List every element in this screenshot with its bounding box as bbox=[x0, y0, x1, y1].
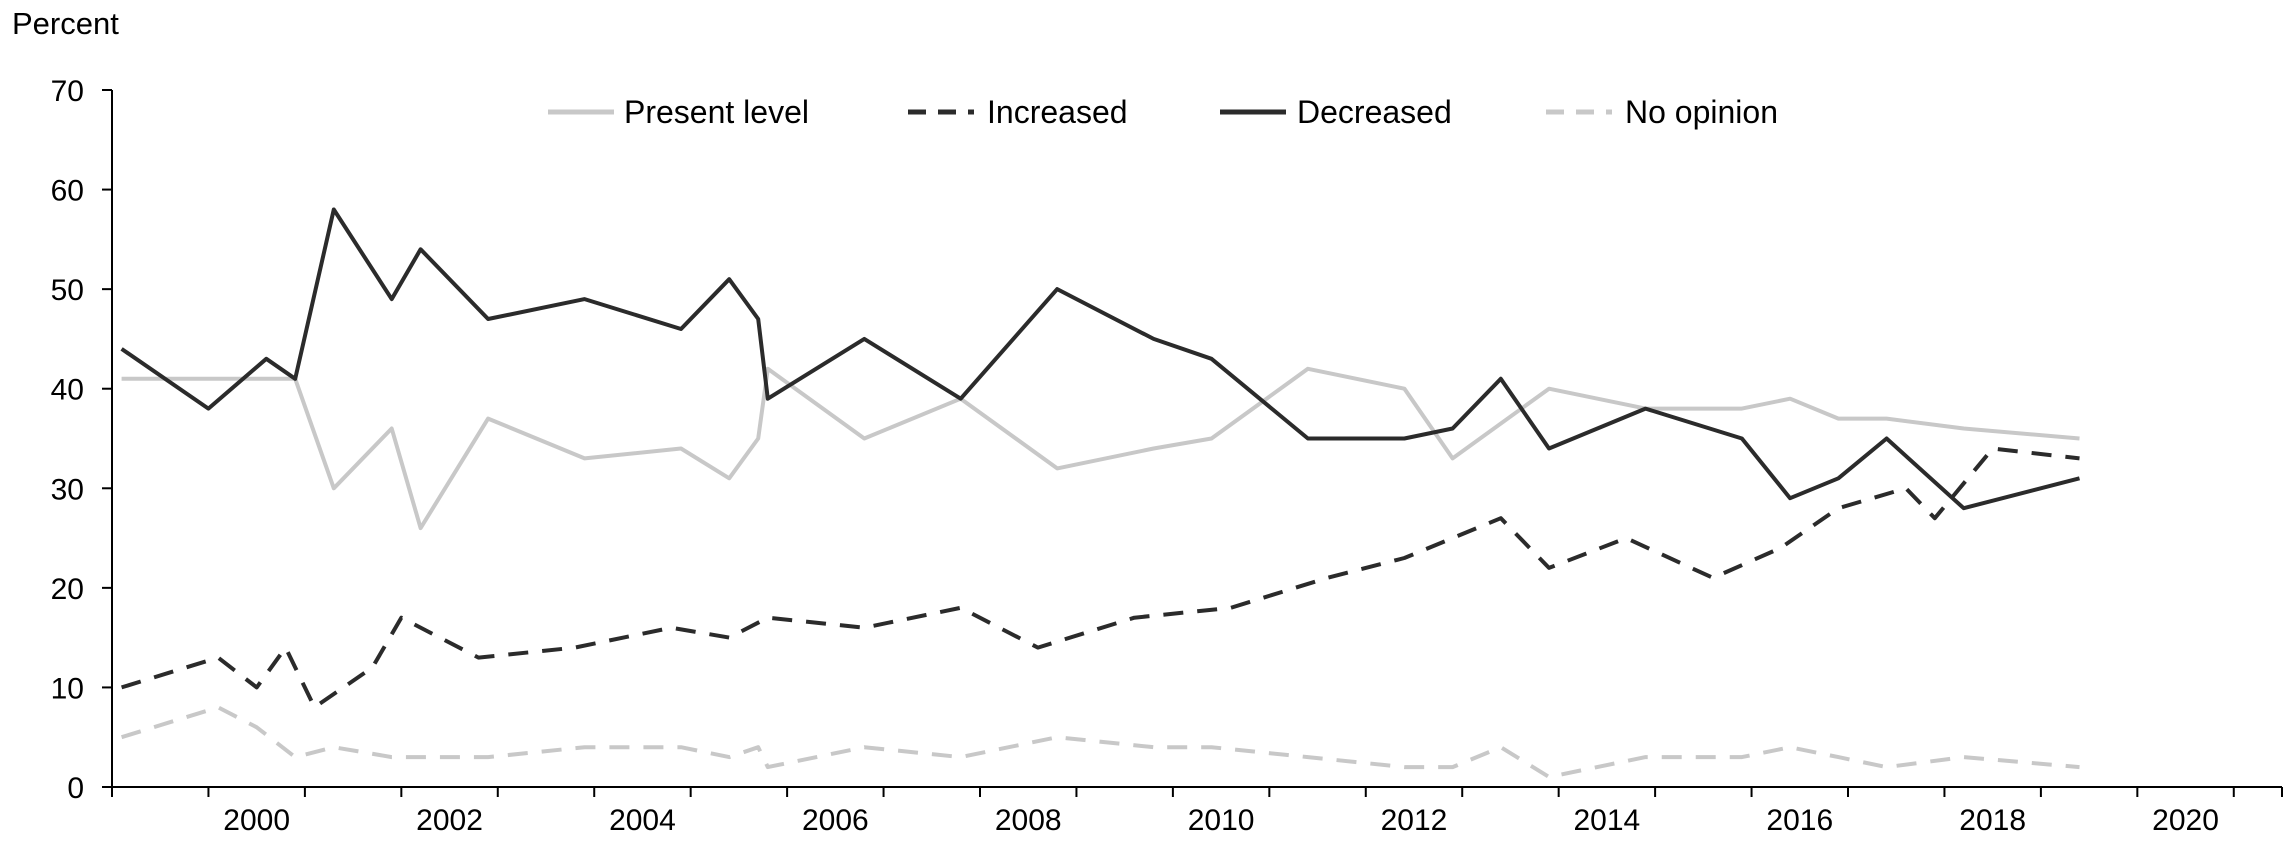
legend-label: Present level bbox=[624, 94, 809, 130]
series-line-no-opinion bbox=[121, 705, 2080, 779]
x-tick-label: 2014 bbox=[1574, 804, 1641, 837]
series-line-increased bbox=[121, 446, 2080, 710]
y-tick-label: 0 bbox=[67, 772, 84, 805]
x-tick-label: 2002 bbox=[416, 804, 483, 837]
y-tick-label: 20 bbox=[51, 573, 84, 606]
series-layer bbox=[120, 207, 2081, 779]
y-tick-label: 70 bbox=[51, 75, 84, 108]
x-tick-label: 2000 bbox=[223, 804, 290, 837]
axes: 0 10 20 30 40 50 60 70 2000 2002 2004 2006 2008 2010 2… bbox=[51, 75, 2283, 837]
x-tick-label: 2012 bbox=[1381, 804, 1448, 837]
y-tick-label: 10 bbox=[51, 672, 84, 705]
y-tick-label: 40 bbox=[51, 374, 84, 407]
y-tick-label: 30 bbox=[51, 473, 84, 506]
x-tick-label: 2016 bbox=[1766, 804, 1833, 837]
series-line-present-level bbox=[121, 366, 2080, 531]
series-line-decreased bbox=[120, 207, 2081, 511]
legend-label: Increased bbox=[987, 94, 1128, 130]
y-tick-label: 60 bbox=[51, 175, 84, 208]
x-tick-label: 2008 bbox=[995, 804, 1062, 837]
legend: Present level Increased Decreased No opinio… bbox=[548, 94, 1778, 130]
x-tick-label: 2010 bbox=[1188, 804, 1255, 837]
x-tick-label: 2020 bbox=[2152, 804, 2219, 837]
legend-label: No opinion bbox=[1625, 94, 1778, 130]
x-tick-label: 2006 bbox=[802, 804, 869, 837]
x-tick-label: 2004 bbox=[609, 804, 676, 837]
y-axis-label: Percent bbox=[12, 6, 119, 41]
legend-label: Decreased bbox=[1297, 94, 1452, 130]
y-tick-label: 50 bbox=[51, 274, 84, 307]
x-tick-label: 2018 bbox=[1959, 804, 2026, 837]
